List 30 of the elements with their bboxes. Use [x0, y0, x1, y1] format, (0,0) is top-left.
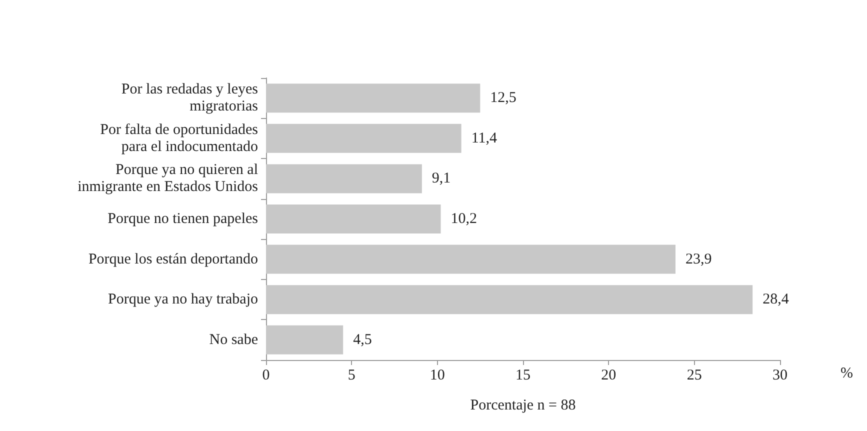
data-label: 4,5 — [353, 332, 372, 348]
x-tick-label: 5 — [348, 368, 356, 384]
bar — [266, 325, 344, 354]
x-axis-title: Porcentaje n = 88 — [470, 398, 576, 414]
x-tick-label: 10 — [430, 368, 445, 384]
data-label: 10,2 — [450, 211, 478, 227]
text: % — [840, 366, 854, 382]
bar — [266, 204, 441, 234]
data-label: 9,1 — [432, 170, 451, 187]
x-tick-label: 25 — [686, 368, 702, 384]
data-label: 28,4 — [762, 292, 790, 308]
y-tick-label: Porque ya no quieren al inmigrante en Estados Unidos — [78, 162, 258, 196]
y-tick-label: No sabe — [209, 332, 258, 348]
x-tick-label: 15 — [516, 368, 530, 384]
data-label: 12,5 — [490, 90, 516, 106]
x-tick-label: 30 — [772, 368, 788, 384]
bar — [266, 244, 676, 274]
y-tick-label: Porque los están deportando — [88, 251, 258, 268]
bar — [266, 124, 462, 153]
y-tick-label: Porque ya no hay trabajo — [108, 292, 258, 308]
y-tick-label: Por falta de oportunidades para el indocumentado — [100, 122, 258, 155]
x-tick-label: 0 — [262, 368, 270, 384]
data-label: 11,4 — [471, 130, 498, 146]
bar — [266, 84, 480, 113]
y-tick-label: Porque no tienen papeles — [108, 211, 258, 227]
x-tick-label: 20 — [601, 368, 616, 384]
data-label: 23,9 — [685, 251, 712, 268]
bar — [266, 285, 753, 314]
y-tick-label: Por las redadas y leyes migratorias — [121, 82, 258, 115]
bar — [266, 164, 422, 194]
